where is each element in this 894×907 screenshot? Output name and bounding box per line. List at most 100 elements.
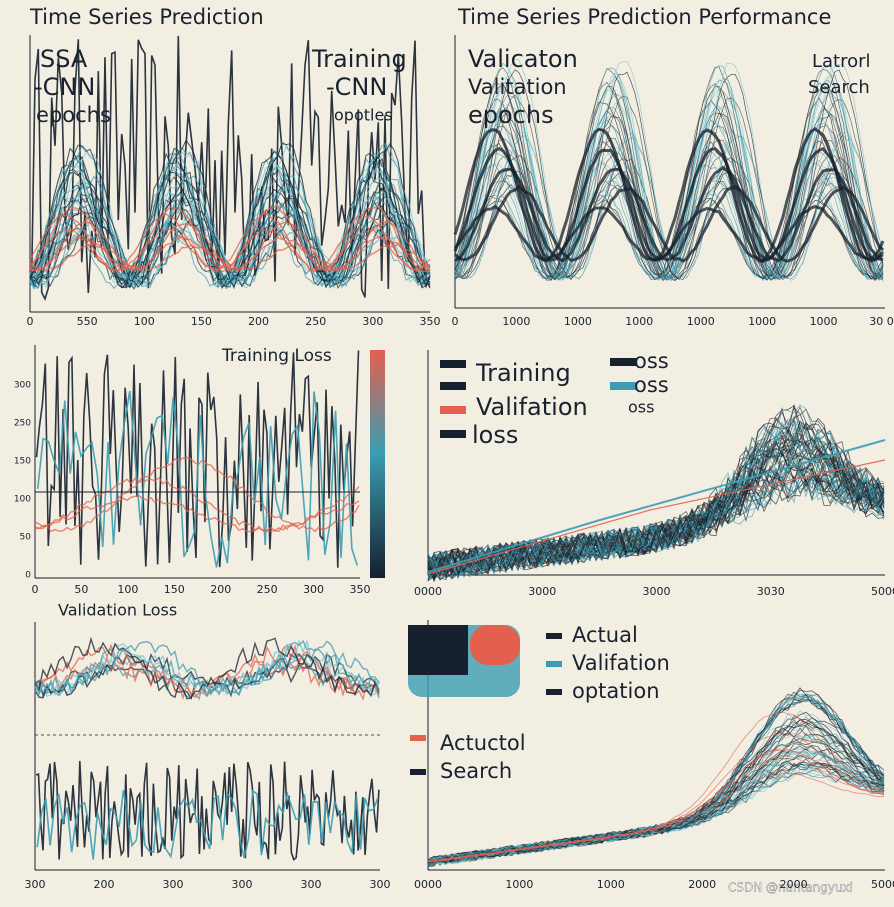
x-tick-label: 300 <box>303 583 324 596</box>
x-tick-label: 50 <box>74 583 88 596</box>
x-tick-label: 300 <box>25 878 46 891</box>
wave-line <box>30 243 431 273</box>
legend-swatch <box>440 406 466 414</box>
wave-line <box>453 126 885 263</box>
x-tick-label: 350 <box>420 315 441 328</box>
x-tick-label: 300 <box>301 878 322 891</box>
x-tick-label: 300 <box>370 878 391 891</box>
legend-entry: oss <box>634 349 669 373</box>
x-tick-label: 300 <box>163 878 184 891</box>
x-tick-label: 1000 <box>687 315 715 328</box>
wave-line <box>454 66 884 281</box>
wave-line <box>36 390 359 568</box>
x-tick-label: 1000 <box>748 315 776 328</box>
wave-line <box>453 146 884 262</box>
y-tick-label: 250 <box>14 419 31 429</box>
wave-line <box>29 149 431 287</box>
legend-entry: Valifation <box>572 651 670 675</box>
wave-line <box>427 451 885 580</box>
x-tick-label: 300 <box>232 878 253 891</box>
panel-title: Time Series Prediction Performance <box>457 5 831 29</box>
x-tick-label: 0 <box>32 583 39 596</box>
x-tick-label: 250 <box>305 315 326 328</box>
wave-line <box>427 420 885 580</box>
wave-line <box>36 789 379 860</box>
label: Valicaton <box>468 45 578 73</box>
wave-line <box>29 220 431 273</box>
x-tick-label: 1000 <box>564 315 592 328</box>
wave-line <box>427 449 885 578</box>
x-tick-label: 1000 <box>625 315 653 328</box>
wave-line <box>427 711 885 863</box>
legend-icon <box>470 625 520 665</box>
wave-line <box>29 205 431 273</box>
x-tick-label: 1000 <box>810 315 838 328</box>
legend-entry: optation <box>572 679 660 703</box>
x-tick-label: 1000 <box>502 315 530 328</box>
x-tick-label: 2000 <box>688 878 716 891</box>
wave-line <box>34 639 380 697</box>
legend-swatch <box>440 430 466 438</box>
x-tick-label: 2000 <box>780 878 808 891</box>
x-tick-label: 3000 <box>528 585 556 598</box>
x-tick-label: 0 <box>27 315 34 328</box>
label: -CNN <box>326 73 387 101</box>
legend-entry: Actuctol <box>440 731 526 755</box>
x-tick-label: 1000 <box>505 878 533 891</box>
x-tick-label: 0000 <box>414 878 442 891</box>
legend-swatch <box>546 661 562 667</box>
label: SSA <box>40 45 88 73</box>
wave-line <box>454 84 884 282</box>
legend-entry: Training <box>475 359 571 387</box>
x-tick-label: 3000 <box>643 585 671 598</box>
legend-swatch <box>440 382 466 390</box>
label: Training <box>311 45 407 73</box>
x-tick-label: 150 <box>164 583 185 596</box>
label: -CNN <box>34 73 95 101</box>
x-tick-label: 200 <box>210 583 231 596</box>
x-tick-label: 550 <box>77 315 98 328</box>
legend-swatch <box>610 358 636 366</box>
wave-line <box>427 737 885 866</box>
wave-line <box>29 140 431 289</box>
decorative-lines <box>29 35 886 871</box>
x-tick-label: 350 <box>350 583 371 596</box>
wave-line <box>427 689 885 864</box>
colorbar <box>370 350 385 578</box>
panel-title: Validation Loss <box>58 601 177 620</box>
x-tick-label: 100 <box>117 583 138 596</box>
label: opotles <box>334 106 393 125</box>
y-tick-label: 50 <box>20 533 32 543</box>
legend-entry: Actual <box>572 623 638 647</box>
legend-entry: Search <box>440 759 512 783</box>
y-tick-label: 100 <box>14 495 31 505</box>
label: epochs <box>468 101 554 129</box>
wave-line <box>427 439 886 573</box>
wave-line <box>454 165 884 263</box>
wave-line <box>29 212 431 273</box>
label: Search <box>808 77 870 98</box>
x-tick-label: 0000 <box>414 585 442 598</box>
x-tick-label: 150 <box>191 315 212 328</box>
wave-line <box>454 62 884 281</box>
wave-line <box>29 155 431 289</box>
legend-swatch <box>410 735 426 741</box>
wave-line <box>427 772 885 862</box>
wave-line <box>454 58 884 280</box>
legend-swatch <box>546 689 562 695</box>
wave-line <box>35 761 380 861</box>
x-tick-label: 1000 <box>597 878 625 891</box>
legend-swatch <box>610 382 636 390</box>
label: Valitation <box>468 75 567 99</box>
x-tick-label: 30 00 <box>869 315 894 328</box>
x-tick-label: 300 <box>362 315 383 328</box>
wave-line <box>30 35 430 302</box>
wave-line <box>34 638 380 697</box>
wave-line <box>427 745 885 865</box>
y-tick-label: 300 <box>14 381 31 391</box>
legend-entry: oss <box>628 398 654 417</box>
legend-icon <box>408 625 468 675</box>
wave-line <box>427 474 885 580</box>
